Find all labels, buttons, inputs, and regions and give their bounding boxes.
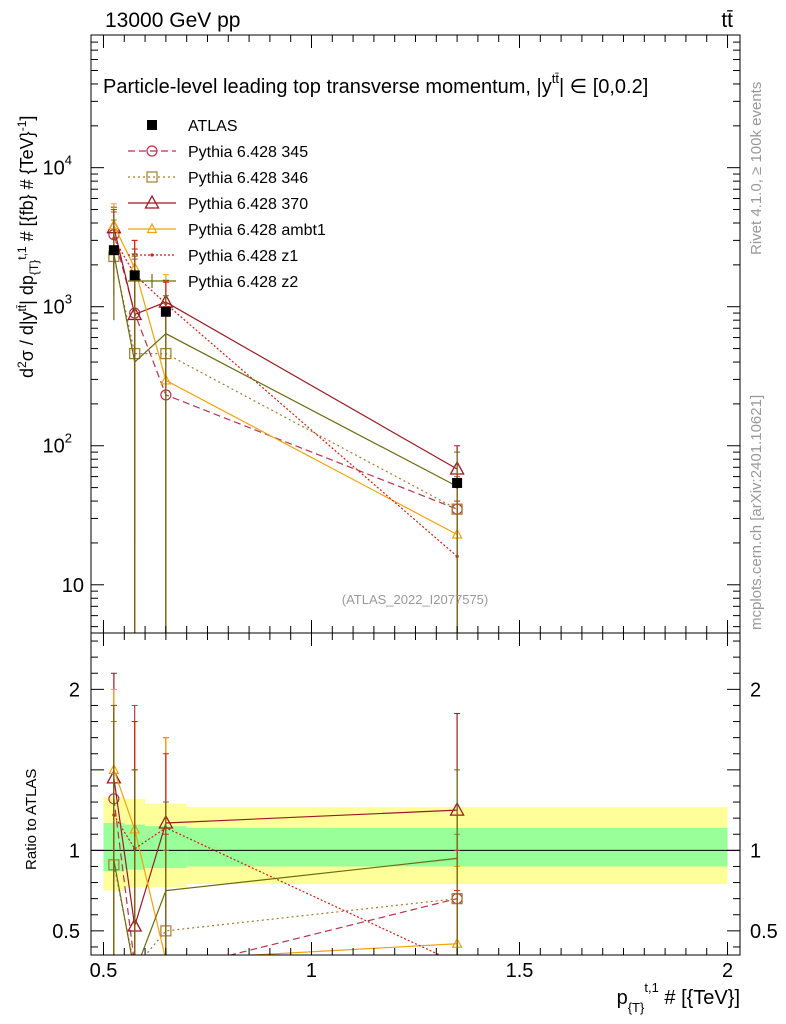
legend-entry: Pythia 6.428 346 [128, 170, 308, 187]
series-line [113, 238, 458, 557]
y-tick-label: 103 [43, 292, 72, 319]
ratio-y-tick-label-right: 1 [750, 840, 761, 862]
legend-marker [144, 194, 160, 209]
x-axis-label: p{T}t,1 # [{TeV}] [617, 980, 740, 1015]
process-label: tt̄ [721, 9, 733, 32]
legend-label: Pythia 6.428 370 [188, 196, 308, 213]
series-line [113, 225, 458, 536]
legend-marker [146, 145, 158, 157]
legend-label: ATLAS [188, 118, 238, 135]
series-line [113, 857, 458, 955]
ratio-y-tick-label-right: 2 [750, 679, 761, 701]
legend-entry: Pythia 6.428 z2 [128, 274, 298, 291]
legend-marker [147, 120, 157, 130]
series-marker [130, 960, 140, 970]
series-line [113, 777, 458, 927]
main-title: Particle-level leading top transverse mo… [103, 71, 648, 98]
series-line [113, 234, 458, 510]
series-line [113, 227, 458, 470]
ratio-y-axis-label: Ratio to ATLAS [23, 769, 40, 870]
series-marker [130, 963, 140, 973]
ratio-panel: 0.5 0.5 1 1 2 2 0.5 1 1.5 2 Ratio to ATLAS p{T}t,… [23, 632, 778, 1015]
x-tick-label: 0.5 [90, 960, 118, 982]
legend-entry: Pythia 6.428 370 [128, 194, 308, 213]
legend-marker [146, 171, 158, 183]
series-ratio-5 [110, 704, 461, 955]
rivet-side-label: Rivet 4.1.0, ≥ 100k events [748, 82, 765, 255]
data-point [452, 477, 463, 488]
legend-entry: Pythia 6.428 z1 [128, 248, 298, 265]
legend-entry: Pythia 6.428 ambt1 [128, 222, 326, 239]
data-point [129, 270, 140, 281]
series-marker [165, 953, 167, 955]
series-line [113, 864, 458, 955]
x-tick-label: 1 [306, 960, 317, 982]
x-tick-label: 1.5 [506, 960, 534, 982]
legend-label: Pythia 6.428 ambt1 [188, 222, 326, 239]
legend: ATLAS Pythia 6.428 345 Pythia 6.428 346 Pyt… [128, 118, 326, 291]
ratio-y-tick-label-left: 0.5 [52, 921, 80, 943]
ratio-y-tick-label-left: 1 [69, 840, 80, 862]
main-panel: 10 102 103 104 (ATLAS_2022_I2077575) Partic… [15, 34, 741, 634]
energy-label: 13000 GeV pp [105, 9, 240, 32]
series-line [113, 256, 458, 510]
legend-entry: Pythia 6.428 345 [128, 144, 308, 161]
y-tick-label: 102 [43, 431, 72, 458]
data-point [160, 306, 171, 317]
legend-label: Pythia 6.428 346 [188, 170, 308, 187]
legend-marker [146, 222, 158, 234]
series-marker [161, 966, 171, 976]
series-main-5 [110, 209, 461, 633]
ratio-frame [90, 632, 741, 956]
legend-marker [150, 253, 154, 257]
y-tick-label: 104 [43, 153, 72, 180]
ratio-y-tick-label-right: 0.5 [750, 921, 778, 943]
legend-label: Pythia 6.428 z2 [188, 274, 298, 291]
ratio-y-tick-label-left: 2 [69, 679, 80, 701]
legend-entry: ATLAS [147, 118, 238, 135]
legend-label: Pythia 6.428 z1 [188, 248, 298, 265]
x-tick-label: 2 [722, 960, 733, 982]
analysis-watermark: (ATLAS_2022_I2077575) [342, 592, 488, 607]
series-line [113, 253, 458, 487]
series-marker [456, 961, 459, 964]
y-tick-label: 10 [62, 575, 84, 597]
main-y-axis-label: d2σ / d|ytt̄| dp{T}t,1 # [{fb} # {TeV}-1… [15, 116, 41, 378]
series-main-3 [108, 203, 463, 633]
series-line [113, 798, 458, 955]
data-point [108, 245, 119, 256]
mcplots-side-label: mcplots.cern.ch [arXiv:2401.10621] [748, 395, 765, 630]
legend-label: Pythia 6.428 345 [188, 144, 308, 161]
series-line [113, 814, 442, 955]
